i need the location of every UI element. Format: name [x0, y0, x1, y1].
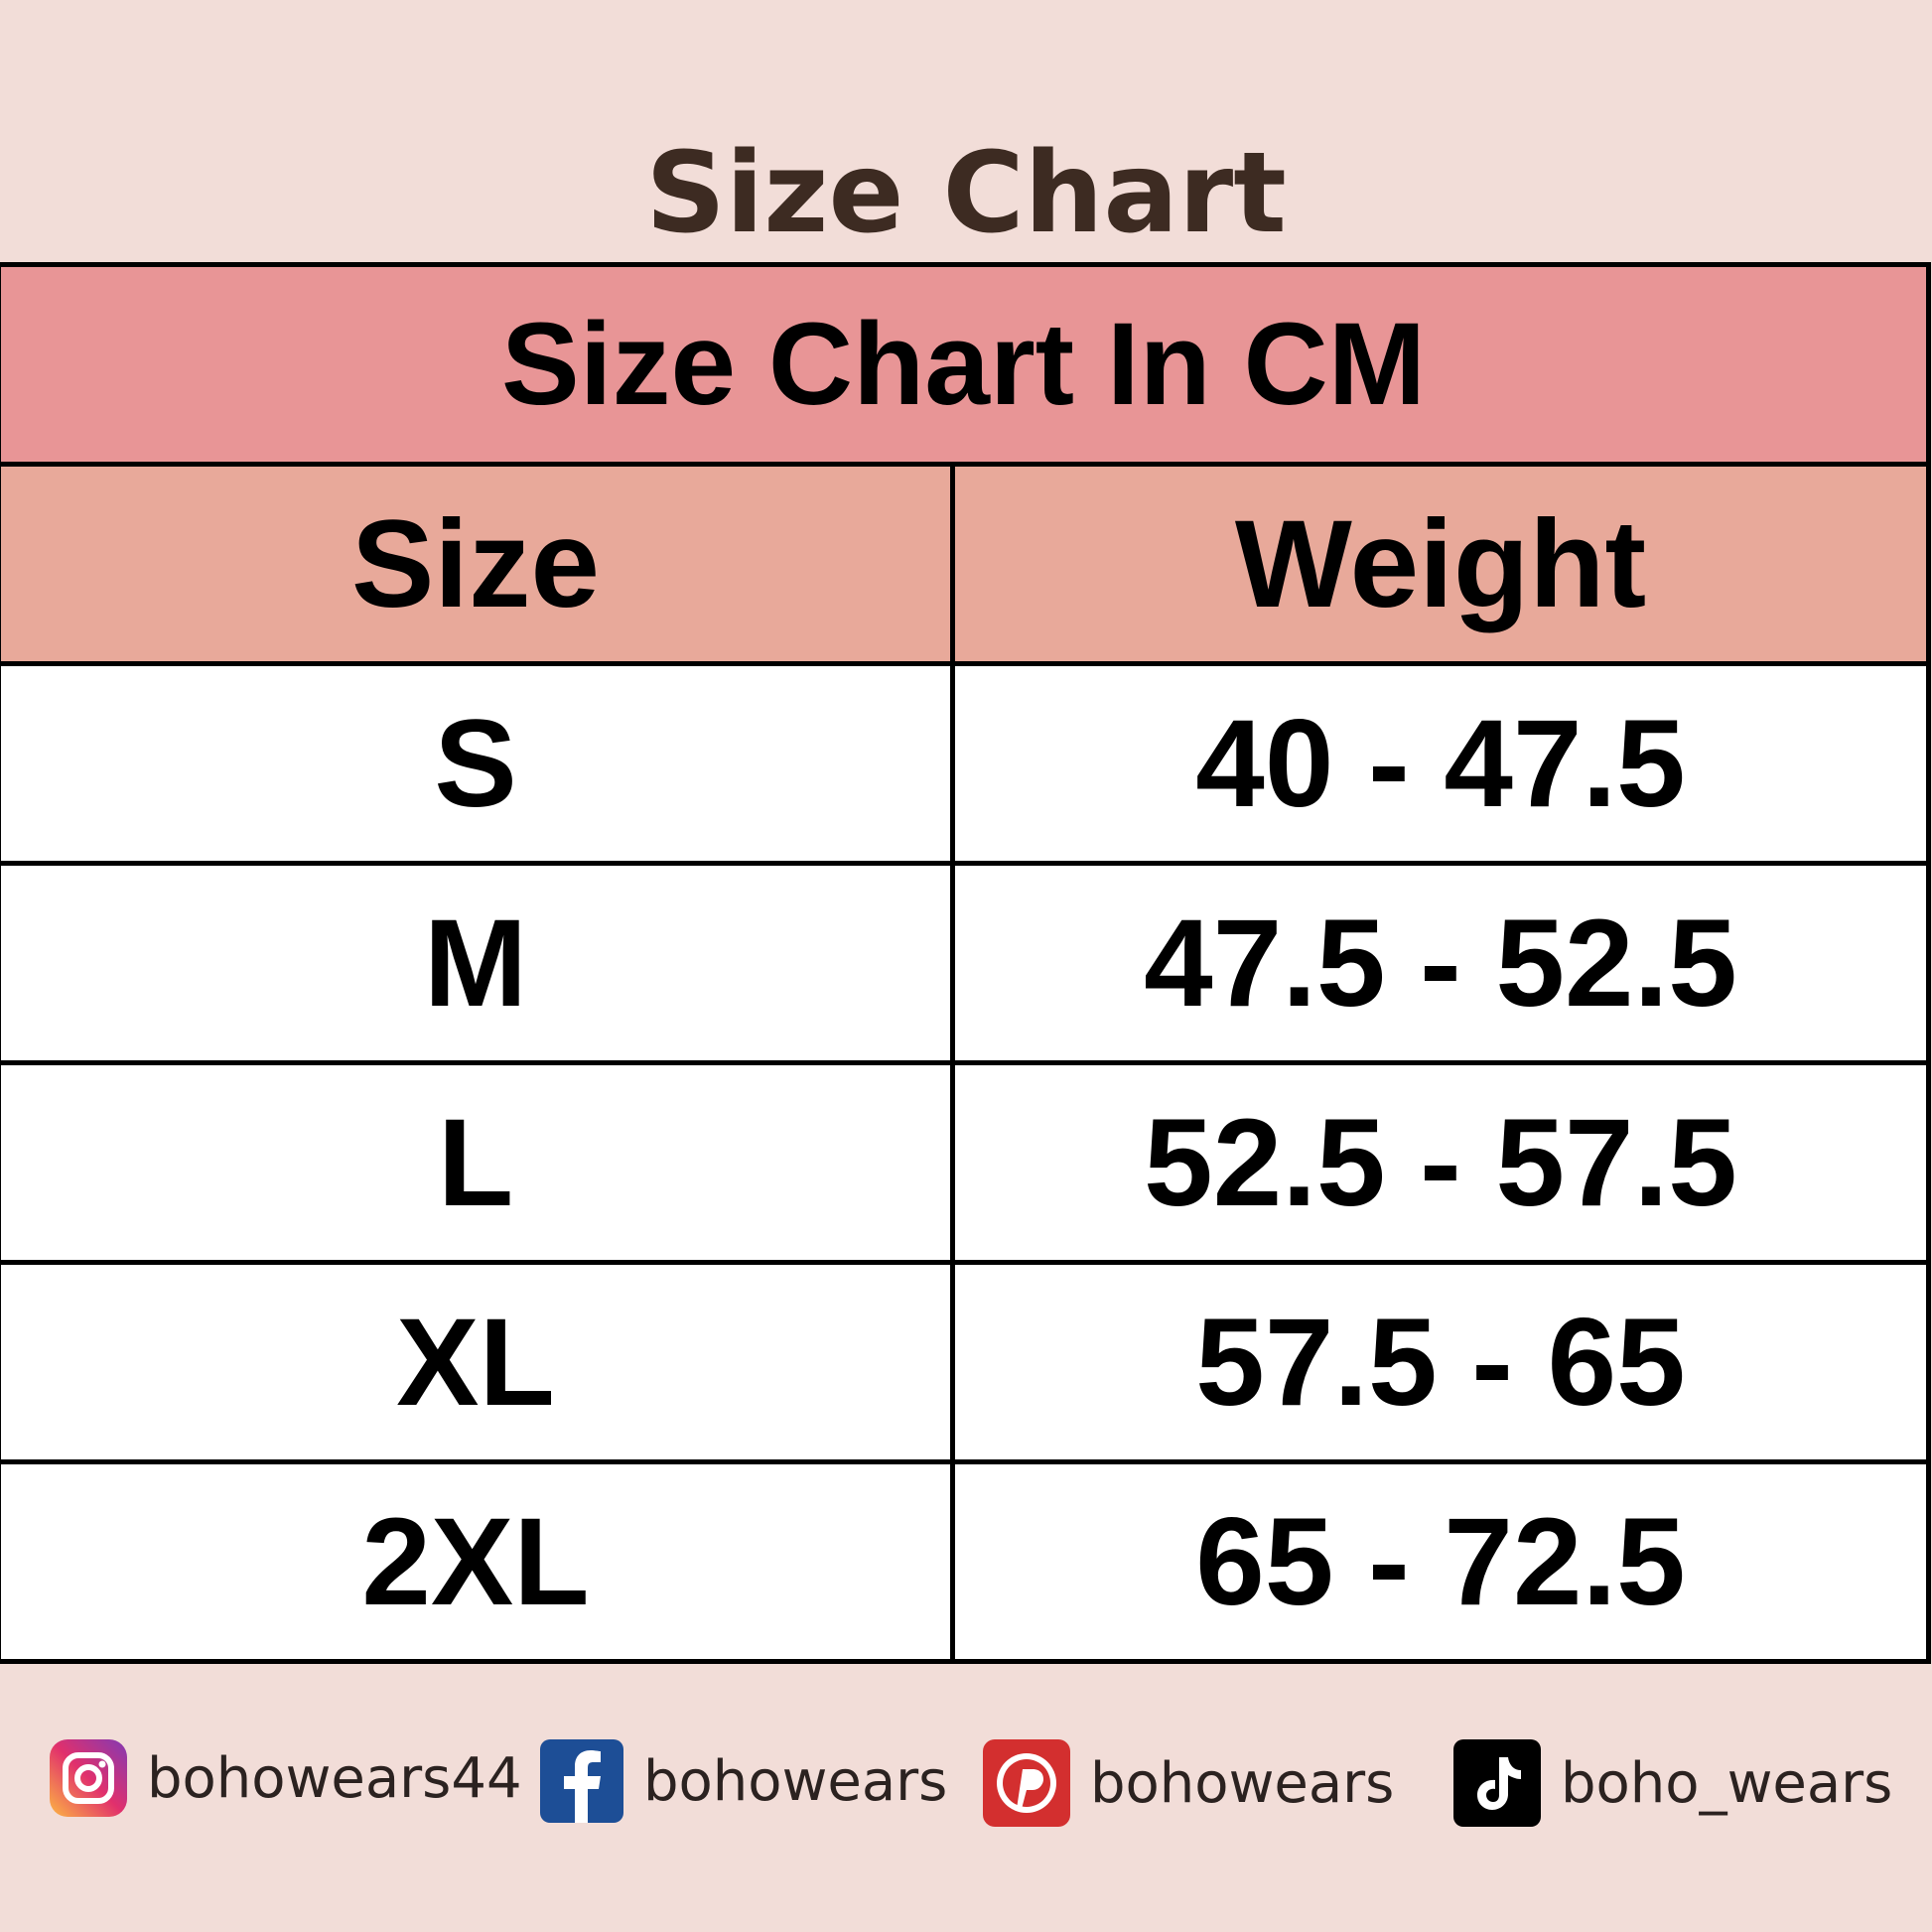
column-header: Weight	[949, 462, 1932, 666]
table-caption: Size Chart In CM	[0, 262, 1932, 467]
cell: 40 - 47.5	[949, 661, 1932, 866]
facebook[interactable]: bohowears	[540, 1739, 947, 1823]
pinterest[interactable]: bohowears	[983, 1739, 1394, 1827]
cell: L	[0, 1060, 955, 1265]
social-handle: bohowears	[1090, 1750, 1395, 1816]
cell: 47.5 - 52.5	[949, 861, 1932, 1065]
column-header: Size	[0, 462, 955, 666]
cell: XL	[0, 1260, 955, 1464]
page-title: Size Chart	[645, 129, 1287, 258]
cell: 52.5 - 57.5	[949, 1060, 1932, 1265]
cell: S	[0, 661, 955, 866]
instagram-icon	[50, 1739, 127, 1817]
size-table: Size Chart In CM Size Weight S 40 - 47.5 M…	[0, 262, 1932, 1664]
cell: M	[0, 861, 955, 1065]
social-handle: bohowears	[643, 1748, 948, 1814]
cell: 57.5 - 65	[949, 1260, 1932, 1464]
social-handle: boho_wears	[1561, 1750, 1893, 1816]
facebook-icon	[540, 1739, 623, 1823]
tiktok[interactable]: boho_wears	[1453, 1739, 1892, 1827]
cell: 2XL	[0, 1459, 955, 1664]
instagram[interactable]: bohowears44	[50, 1739, 522, 1817]
social-handle: bohowears44	[147, 1745, 522, 1811]
tiktok-icon	[1453, 1739, 1541, 1827]
cell: 65 - 72.5	[949, 1459, 1932, 1664]
pinterest-icon	[983, 1739, 1070, 1827]
